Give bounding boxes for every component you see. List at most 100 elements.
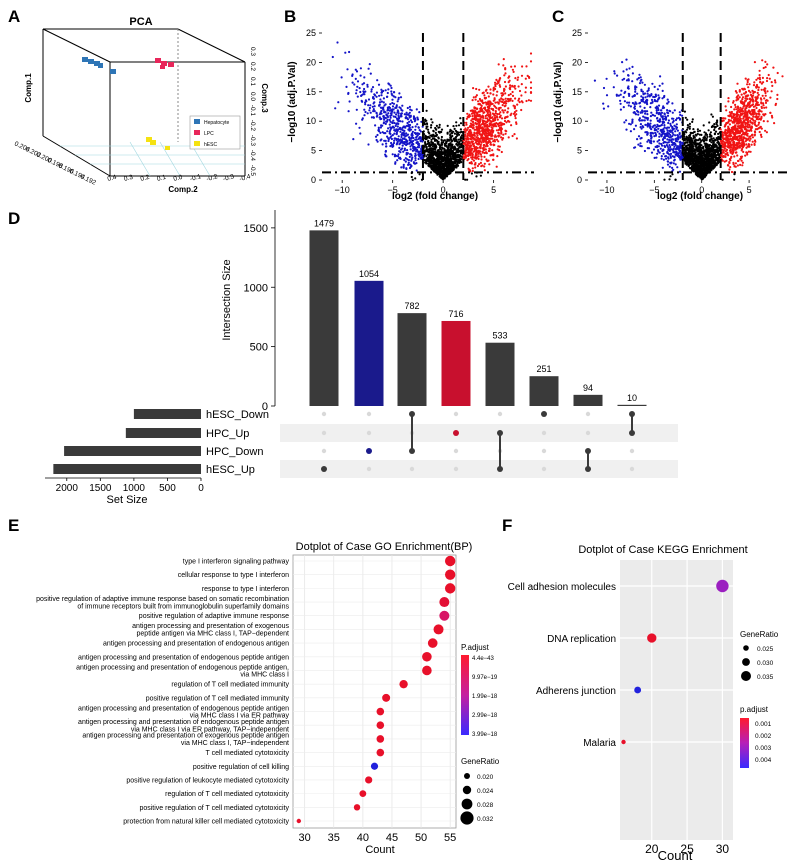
- volcano-point: [388, 83, 391, 86]
- volcano-point: [697, 160, 700, 163]
- volcano-point: [450, 166, 453, 169]
- volcano-point: [385, 114, 388, 117]
- volcano-point: [623, 100, 627, 103]
- volcano-point: [511, 68, 514, 71]
- volcano-point: [748, 116, 751, 119]
- volcano-point: [456, 141, 459, 144]
- volcano-ytick: 5: [577, 146, 582, 156]
- volcano-point: [397, 112, 400, 115]
- volcano-point: [390, 141, 393, 145]
- volcano-point: [713, 148, 716, 152]
- volcano-point: [739, 120, 742, 123]
- volcano-point: [390, 137, 393, 141]
- volcano-point: [472, 145, 475, 148]
- volcano-point: [397, 118, 400, 121]
- volcano-point: [687, 147, 690, 150]
- volcano-point: [367, 104, 370, 107]
- volcano-point: [489, 88, 492, 91]
- volcano-point: [431, 160, 434, 163]
- volcano-point: [457, 147, 460, 150]
- volcano-point: [639, 142, 642, 145]
- volcano-point: [766, 99, 769, 102]
- volcano-point: [483, 155, 486, 158]
- volcano-point: [384, 122, 387, 125]
- volcano-point: [397, 135, 400, 138]
- volcano-point: [709, 163, 712, 166]
- volcano-point: [465, 121, 468, 124]
- volcano-point: [737, 94, 740, 97]
- volcano-point: [656, 100, 659, 103]
- volcano-point: [720, 154, 723, 158]
- volcano-point: [708, 121, 711, 124]
- volcano-point: [434, 134, 437, 137]
- pca-box: [42, 28, 246, 177]
- volcano-point: [713, 128, 716, 132]
- volcano-point: [698, 153, 702, 156]
- volcano-point: [356, 85, 359, 88]
- volcano-point: [666, 145, 669, 148]
- volcano-point: [632, 111, 635, 114]
- volcano-point: [389, 116, 392, 119]
- volcano-point: [518, 89, 522, 93]
- volcano-point: [426, 153, 429, 156]
- volcano-point: [398, 126, 402, 129]
- volcano-point: [356, 95, 359, 98]
- volcano-point: [494, 114, 497, 117]
- volcano-point: [401, 120, 404, 123]
- volcano-point: [451, 134, 454, 138]
- volcano-point: [420, 120, 423, 123]
- volcano-point: [407, 163, 410, 166]
- volcano-xtick: 5: [491, 185, 496, 195]
- volcano-point: [404, 160, 407, 163]
- volcano-point: [403, 158, 406, 162]
- volcano-point: [439, 167, 443, 170]
- volcano-point: [401, 104, 404, 107]
- volcano-point: [391, 101, 394, 105]
- volcano-point: [516, 103, 519, 106]
- volcano-point: [757, 93, 760, 96]
- volcano-point: [401, 140, 404, 143]
- volcano-point: [678, 132, 681, 135]
- volcano-point: [671, 143, 674, 146]
- volcano-point: [391, 105, 395, 108]
- volcano-point: [483, 169, 486, 172]
- volcano-point: [749, 137, 752, 140]
- volcano-point: [501, 122, 504, 125]
- volcano-point: [452, 125, 455, 128]
- volcano-point: [743, 87, 746, 90]
- volcano-point: [515, 109, 518, 112]
- volcano-point: [520, 94, 523, 97]
- volcano-point: [453, 155, 456, 158]
- volcano-point: [476, 107, 479, 110]
- volcano-point: [678, 111, 681, 114]
- volcano-point: [669, 155, 672, 158]
- volcano-point: [508, 87, 511, 90]
- volcano-point: [440, 135, 443, 139]
- volcano-point: [745, 131, 748, 134]
- volcano-point: [370, 90, 373, 93]
- volcano-point: [396, 159, 399, 162]
- pca-point: [110, 69, 116, 74]
- volcano-point: [486, 91, 489, 95]
- volcano-point: [410, 121, 414, 124]
- volcano-point: [398, 116, 401, 119]
- volcano-point: [478, 118, 481, 121]
- volcano-point: [425, 109, 428, 112]
- volcano-xtick: −5: [649, 185, 659, 195]
- volcano-point: [640, 136, 643, 140]
- volcano-point: [383, 116, 386, 119]
- volcano-point: [495, 165, 498, 168]
- volcano-point: [416, 123, 419, 126]
- volcano-point: [668, 144, 671, 147]
- volcano-point: [518, 97, 521, 100]
- volcano-point: [423, 149, 426, 152]
- volcano-point: [374, 124, 377, 127]
- volcano-point: [739, 163, 742, 166]
- volcano-point: [331, 55, 334, 59]
- volcano-point: [392, 141, 396, 145]
- volcano-point: [499, 106, 502, 109]
- volcano-point: [727, 100, 730, 103]
- volcano-point: [394, 161, 397, 164]
- volcano-point: [407, 159, 410, 162]
- volcano-point: [414, 152, 417, 155]
